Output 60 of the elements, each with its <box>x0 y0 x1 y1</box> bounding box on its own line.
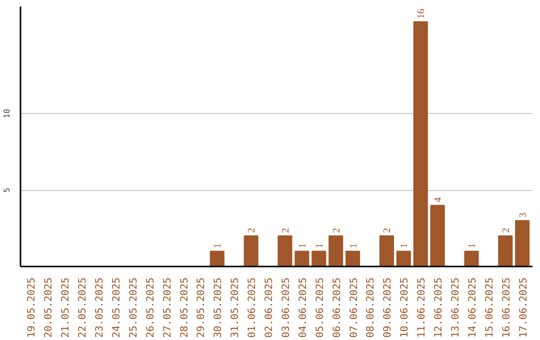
x-tick-label: 26.05.2025 <box>145 277 156 338</box>
x-tick-label: 19.05.2025 <box>26 277 38 338</box>
bar <box>346 250 360 266</box>
x-tick-label: 04.06.2025 <box>298 277 309 338</box>
x-tick-label: 01.06.2025 <box>247 277 258 338</box>
bar <box>278 235 292 266</box>
data-label: 1 <box>297 243 308 248</box>
data-label: 1 <box>212 243 224 248</box>
x-tick-label: 12.06.2025 <box>434 277 445 338</box>
x-tick-label: 03.06.2025 <box>280 277 292 338</box>
data-label: 3 <box>518 212 529 218</box>
x-tick-label: 21.05.2025 <box>60 277 72 338</box>
data-label: 16 <box>416 8 428 19</box>
data-label: 2 <box>382 228 394 233</box>
x-tick-label: 05.06.2025 <box>314 277 326 338</box>
bar <box>515 220 530 266</box>
bar <box>396 250 411 266</box>
x-tick-label: 17.06.2025 <box>518 277 530 338</box>
bar <box>498 235 513 266</box>
data-label: 2 <box>500 228 512 233</box>
y-tick-label: 10 <box>2 108 12 118</box>
x-tick-label: 09.06.2025 <box>382 277 394 338</box>
x-tick-label: 24.05.2025 <box>111 277 122 338</box>
data-label: 1 <box>466 243 478 248</box>
x-tick-label: 07.06.2025 <box>348 277 360 338</box>
data-label: 2 <box>246 228 258 233</box>
data-label: 4 <box>433 197 444 202</box>
bar <box>464 250 479 266</box>
bar <box>312 250 326 266</box>
x-tick-label: 22.05.2025 <box>78 277 89 338</box>
bar <box>413 21 428 266</box>
x-tick-label: 27.05.2025 <box>162 277 174 338</box>
data-label: 1 <box>399 243 410 248</box>
bar <box>244 235 258 266</box>
x-tick-label: 08.06.2025 <box>366 277 377 338</box>
x-tick-label: 16.06.2025 <box>501 277 512 338</box>
y-tick-label: 5 <box>2 187 12 192</box>
x-tick-label: 06.06.2025 <box>332 277 343 338</box>
x-tick-label: 10.06.2025 <box>400 277 411 338</box>
x-tick-label: 14.06.2025 <box>467 277 478 338</box>
x-tick-label: 20.05.2025 <box>44 277 55 338</box>
x-tick-label: 30.05.2025 <box>213 277 224 338</box>
data-label: 2 <box>280 228 292 233</box>
bar <box>328 235 344 266</box>
x-tick-label: 13.06.2025 <box>450 277 462 338</box>
data-label: 1 <box>314 243 326 248</box>
bar <box>379 235 394 266</box>
bar <box>210 250 224 266</box>
bar <box>430 204 445 266</box>
x-tick-label: 29.05.2025 <box>196 277 208 338</box>
data-label: 2 <box>331 228 342 233</box>
x-tick-label: 31.05.2025 <box>230 277 242 338</box>
x-tick-label: 11.06.2025 <box>416 277 428 338</box>
x-tick-label: 23.05.2025 <box>94 277 106 338</box>
x-tick-label: 15.06.2025 <box>484 277 496 338</box>
data-label: 1 <box>348 243 360 248</box>
x-tick-label: 02.06.2025 <box>264 277 276 338</box>
x-tick-label: 28.05.2025 <box>179 277 190 338</box>
x-tick-label: 25.05.2025 <box>128 277 140 338</box>
bar <box>294 250 310 266</box>
